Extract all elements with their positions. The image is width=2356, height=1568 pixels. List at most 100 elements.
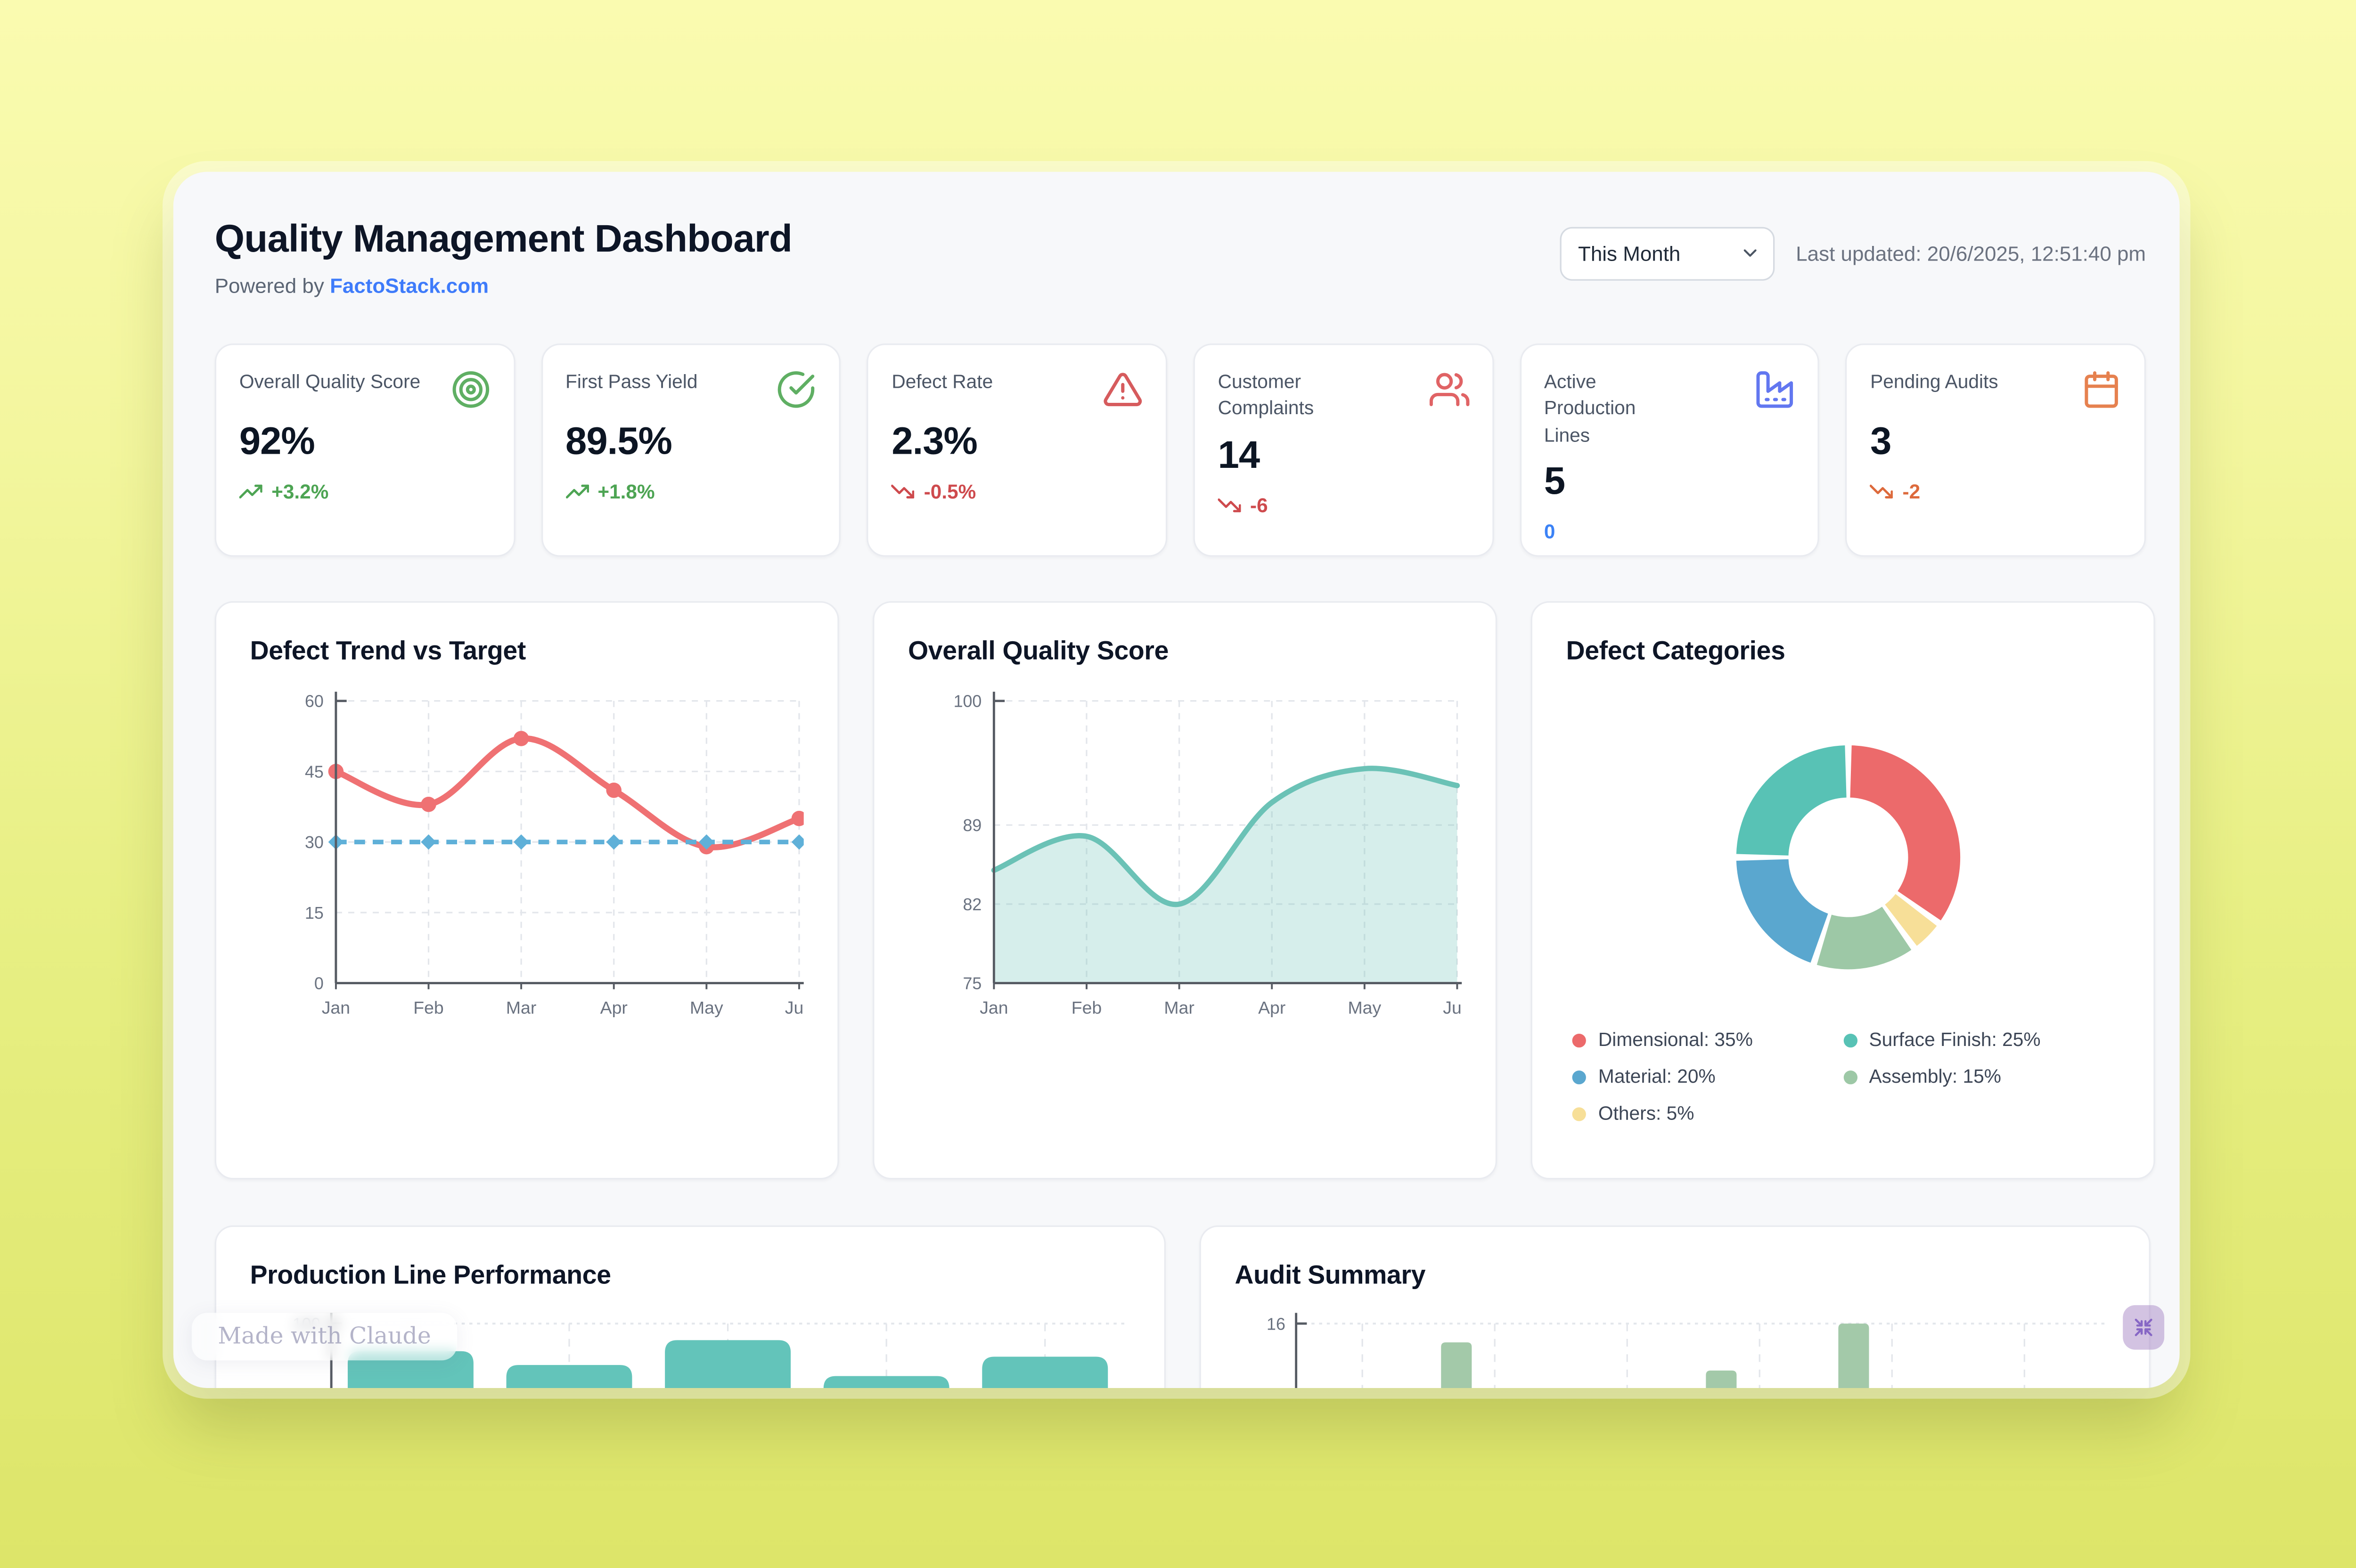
- quality-score-chart: 75 82 89 100 Jan Feb Mar Apr May Jun: [908, 683, 1462, 1038]
- svg-text:89: 89: [963, 816, 982, 835]
- trending-down-icon: [892, 480, 915, 503]
- last-updated: Last updated: 20/6/2025, 12:51:40 pm: [1796, 242, 2146, 266]
- audit-summary-chart: 16: [1235, 1307, 2115, 1388]
- svg-text:75: 75: [963, 974, 982, 993]
- legend-label: Others: 5%: [1598, 1102, 1694, 1125]
- kpi-card-overall-quality-score: Overall Quality Score 92% +3.2%: [214, 343, 515, 557]
- svg-text:Jun: Jun: [785, 998, 804, 1018]
- header-left: Quality Management Dashboard Powered by …: [214, 218, 793, 298]
- kpi-label: Overall Quality Score: [239, 371, 421, 393]
- chart-title: Overall Quality Score: [908, 636, 1169, 666]
- trending-down-icon: [1870, 480, 1893, 503]
- period-select-wrap: This Month: [1559, 227, 1775, 281]
- brand-link[interactable]: FactoStack.com: [330, 274, 489, 298]
- kpi-trend: +1.8%: [565, 480, 817, 503]
- header: Quality Management Dashboard Powered by …: [215, 218, 2146, 343]
- svg-text:16: 16: [1267, 1315, 1285, 1333]
- legend-dot: [1572, 1033, 1586, 1047]
- kpi-value: 5: [1544, 459, 1565, 503]
- chart-title: Defect Categories: [1566, 636, 1785, 666]
- legend-item-dimensional: Dimensional: 35%: [1572, 1029, 1843, 1051]
- chart-card-audit-summary: Audit Summary 16: [1199, 1225, 2151, 1388]
- made-with-claude-badge[interactable]: Made with Claude: [191, 1313, 458, 1361]
- kpi-label: Defect Rate: [892, 371, 993, 393]
- donut-legend: Dimensional: 35% Surface Finish: 25% Mater…: [1566, 1029, 2120, 1124]
- svg-text:82: 82: [963, 895, 982, 914]
- legend-dot: [1572, 1070, 1586, 1084]
- kpi-label: First Pass Yield: [565, 371, 698, 393]
- svg-text:0: 0: [314, 974, 324, 993]
- svg-text:Mar: Mar: [1164, 998, 1194, 1018]
- svg-text:Feb: Feb: [1072, 998, 1102, 1018]
- kpi-value: 3: [1870, 420, 1891, 464]
- factory-icon: [1755, 370, 1795, 410]
- check-circle-icon: [777, 370, 817, 410]
- legend-item-others: Others: 5%: [1572, 1102, 1843, 1124]
- svg-text:Jan: Jan: [980, 998, 1008, 1018]
- legend-label: Assembly: 15%: [1869, 1066, 2001, 1087]
- kpi-trend: 0: [1544, 520, 1795, 543]
- period-select[interactable]: This Month: [1559, 227, 1775, 281]
- kpi-card-customer-complaints: Customer Complaints 14 -6: [1193, 343, 1494, 557]
- chart-title: Production Line Performance: [250, 1260, 611, 1290]
- users-icon: [1429, 370, 1469, 410]
- kpi-card-pending-audits: Pending Audits 3 -2: [1846, 343, 2146, 557]
- trending-down-icon: [1218, 493, 1241, 516]
- chart-card-production-lines: Production Line Performance 100: [214, 1225, 1166, 1388]
- svg-text:Feb: Feb: [413, 998, 443, 1018]
- dashboard-panel: Quality Management Dashboard Powered by …: [173, 172, 2180, 1388]
- trending-up-icon: [565, 480, 589, 503]
- kpi-trend: +3.2%: [239, 480, 491, 503]
- defect-categories-chart: [1566, 683, 2120, 1002]
- svg-text:15: 15: [305, 904, 324, 923]
- svg-text:Jan: Jan: [322, 998, 350, 1018]
- kpi-card-first-pass-yield: First Pass Yield 89.5% +1.8%: [540, 343, 841, 557]
- legend-dot: [1843, 1070, 1857, 1084]
- kpi-trend: -0.5%: [892, 480, 1143, 503]
- collapse-button[interactable]: [2123, 1305, 2165, 1350]
- kpi-card-active-production-lines: Active Production Lines 5 0: [1519, 343, 1820, 557]
- chart-title: Defect Trend vs Target: [250, 636, 526, 666]
- svg-text:Apr: Apr: [1258, 998, 1285, 1018]
- legend-label: Dimensional: 35%: [1598, 1029, 1753, 1051]
- kpi-value: 2.3%: [892, 420, 978, 464]
- chart-title: Audit Summary: [1235, 1260, 1426, 1290]
- header-controls: This Month Last updated: 20/6/2025, 12:5…: [1559, 227, 2146, 281]
- page-title: Quality Management Dashboard: [214, 218, 793, 261]
- kpi-trend: -6: [1218, 493, 1469, 516]
- legend-dot: [1843, 1033, 1857, 1047]
- target-icon: [450, 370, 491, 410]
- legend-label: Surface Finish: 25%: [1869, 1029, 2041, 1051]
- chart-card-defect-trend: Defect Trend vs Target 0 15 30 45 60 Jan Feb Ma…: [214, 601, 839, 1180]
- trending-up-icon: [239, 480, 262, 503]
- svg-text:May: May: [1348, 998, 1381, 1018]
- kpi-label: Pending Audits: [1870, 371, 1998, 393]
- svg-text:100: 100: [954, 692, 982, 711]
- kpi-trend-value: 0: [1544, 519, 1555, 543]
- kpi-value: 92%: [239, 420, 315, 464]
- kpi-trend-value: -6: [1250, 493, 1268, 516]
- svg-text:Jun: Jun: [1443, 998, 1462, 1018]
- kpi-trend-value: +1.8%: [597, 480, 655, 503]
- svg-text:30: 30: [305, 833, 324, 852]
- chart-card-quality-score: Overall Quality Score 75 82 89 100 Jan Feb Mar…: [873, 601, 1497, 1180]
- svg-text:May: May: [690, 998, 723, 1018]
- svg-text:60: 60: [305, 692, 324, 711]
- charts-row: Defect Trend vs Target 0 15 30 45 60 Jan Feb Ma…: [214, 601, 2155, 1180]
- legend-item-surface-finish: Surface Finish: 25%: [1843, 1029, 2114, 1051]
- bottom-row: Production Line Performance 100 Audit Su…: [214, 1225, 2151, 1388]
- collapse-icon: [2132, 1316, 2155, 1339]
- kpi-label: Customer Complaints: [1218, 371, 1314, 419]
- kpi-trend-value: -0.5%: [924, 480, 976, 503]
- legend-dot: [1572, 1106, 1586, 1120]
- kpi-row: Overall Quality Score 92% +3.2% First Pass …: [214, 343, 2146, 557]
- legend-item-assembly: Assembly: 15%: [1843, 1066, 2114, 1087]
- alert-triangle-icon: [1103, 370, 1143, 410]
- chart-card-defect-categories: Defect Categories Dimensional: 35% Surfac…: [1530, 601, 2155, 1180]
- legend-item-material: Material: 20%: [1572, 1066, 1843, 1087]
- defect-trend-chart: 0 15 30 45 60 Jan Feb Mar Apr May Jun: [250, 683, 804, 1038]
- kpi-trend-value: -2: [1902, 480, 1921, 503]
- svg-text:45: 45: [305, 762, 324, 781]
- kpi-card-defect-rate: Defect Rate 2.3% -0.5%: [867, 343, 1168, 557]
